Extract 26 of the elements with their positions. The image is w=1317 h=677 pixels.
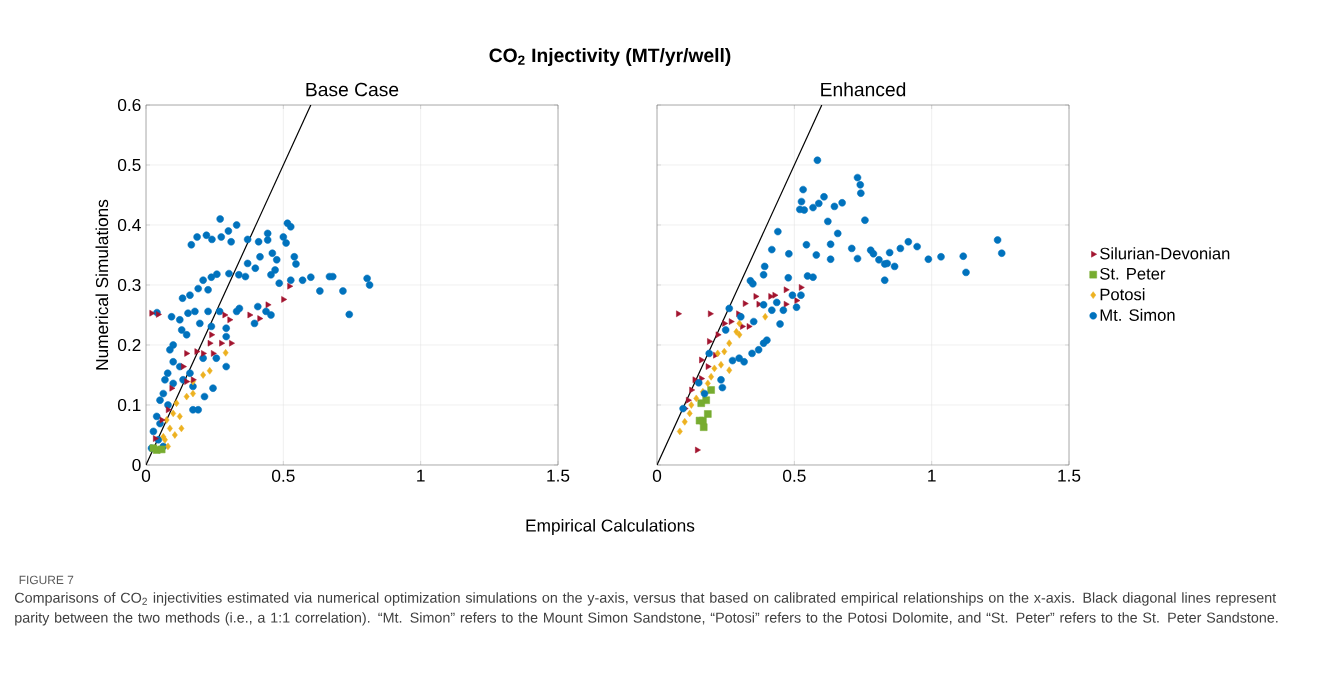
x-tick-label: 1.5 [1058,469,1081,482]
y-tick-label: 0.2 [117,338,141,352]
legend-label: Potosi [1100,288,1145,301]
y-tick-label: 0.1 [117,398,141,412]
legend-label: St. Peter [1100,267,1166,280]
text: CO$_{2}$ Injectivity (MT/yr/well) [489,48,731,66]
y-tick-label: 0.6 [117,98,141,112]
y-tick-label: 0.5 [117,158,141,172]
text: Comparisons of CO$_{2}$ injectivities estimated via numerical optimization simulations on the y-axis, versus that based on calibrated empirical relationships on the x-axis. Black diagonal lines represent parity between the two methods (i.e., a 1:1 correlation). “Mt. Simon” refers to the Mount Simon Sandstone, “Potosi” refers to the Potosi Dolomite, and “St. Peter” refers to the St. Peter Sandstone. [14,592,1278,626]
y-tick-label: 0.4 [117,218,141,232]
y-tick-label: 0.3 [117,278,141,292]
legend-label: Mt. Simon [1100,308,1175,321]
chart-subtitle: Enhanced [821,82,906,97]
x-tick-label: 0 [141,469,151,482]
y-axis-title: Numerical Simulations [95,199,109,370]
y-tick-label: 0 [132,458,141,472]
x-axis-title: Empirical Calculations [526,518,695,536]
x-tick-label: 1 [928,469,936,482]
x-tick-label: 0.5 [783,469,806,482]
caption: FIGURE 7 [19,575,74,585]
x-tick-label: 0.5 [272,469,295,482]
chart-subtitle: Base Case [306,82,399,97]
x-tick-label: 1.5 [547,469,570,482]
legend-label: Silurian-Devonian [1100,247,1230,260]
x-tick-label: 1 [417,469,425,482]
x-tick-label: 0 [652,469,662,482]
